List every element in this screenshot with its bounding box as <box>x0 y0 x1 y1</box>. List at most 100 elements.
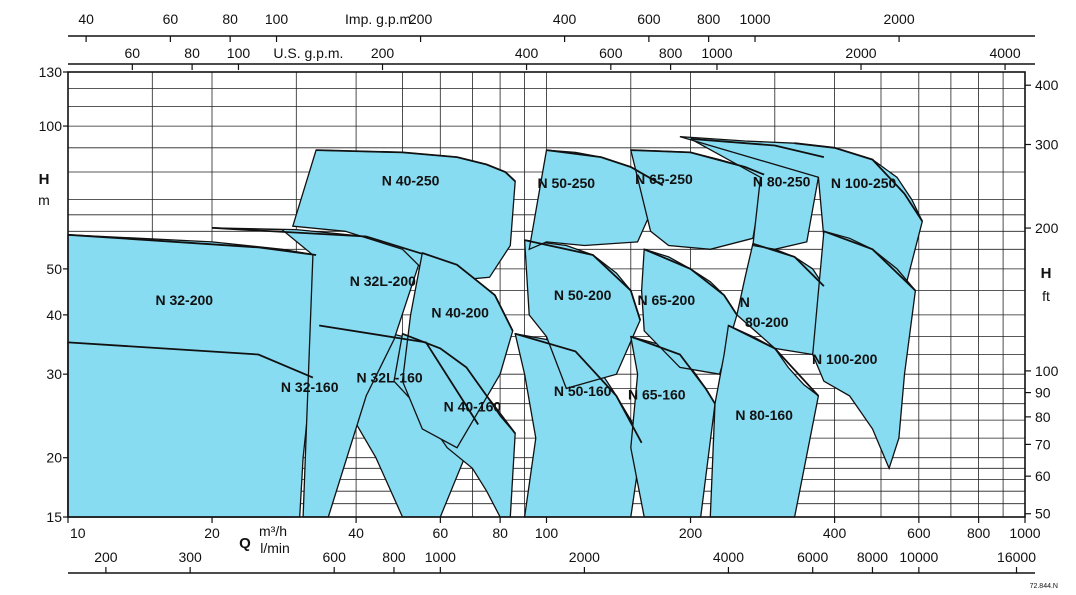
x-tick-label: 60 <box>433 525 449 541</box>
ft-tick-label: 300 <box>1035 137 1059 153</box>
zone-label-n-50-250: N 50-250 <box>538 175 596 191</box>
curve-n-65-200 <box>643 248 738 316</box>
zone-label-n-100-200: N 100-200 <box>812 351 878 367</box>
curve-n-32-160 <box>67 341 314 379</box>
x-axis-unit-primary: m³/h <box>259 523 287 539</box>
y-tick-label: 40 <box>46 307 62 323</box>
curve-n-50-160 <box>514 332 643 444</box>
curve-n-32l-160 <box>319 324 479 425</box>
curve-n-65-160 <box>630 335 716 405</box>
reference-code: 72.844.N <box>1030 583 1058 590</box>
zone-n-32-200 <box>67 234 317 518</box>
lmin-tick-label: 300 <box>178 549 202 565</box>
x-tick-label: 10 <box>70 525 86 541</box>
y-tick-label: 30 <box>46 366 62 382</box>
impgpm-tick-label: 60 <box>163 11 179 27</box>
usgpm-tick-label: 2000 <box>845 45 876 61</box>
zone-label-n-32l-200: N 32L-200 <box>350 273 416 289</box>
impgpm-tick-label: 80 <box>222 11 238 27</box>
curve-n-80-250 <box>690 137 825 158</box>
ft-axis-label: H <box>1041 265 1052 282</box>
zone-label-n-50-160: N 50-160 <box>554 383 612 399</box>
ft-tick-label: 60 <box>1035 468 1051 484</box>
zone-label-n-40-160: N 40-160 <box>444 399 502 415</box>
zone-labels: N 32-160 N 32-200 N 32L-160 N 32L-200 N 40-2… <box>155 171 896 423</box>
x-tick-label: 40 <box>348 525 364 541</box>
lmin-tick-label: 2000 <box>569 549 600 565</box>
y-axis-label: H <box>39 171 50 188</box>
x-tick-label: 1000 <box>1009 525 1040 541</box>
curve-n-65-250 <box>630 149 765 176</box>
impgpm-tick-label: 40 <box>78 11 94 27</box>
zone-label-n-40-250: N 40-250 <box>382 172 440 188</box>
curve-n-50-250 <box>546 149 664 187</box>
axes: 40 60 80 100 200 400 600 800 1000 2000 Imp. g.p.m.… <box>38 11 1059 574</box>
ft-tick-label: 400 <box>1035 77 1059 93</box>
usgpm-tick-label: 800 <box>659 45 683 61</box>
impgpm-tick-label: 1000 <box>739 11 770 27</box>
usgpm-tick-label: 4000 <box>989 45 1020 61</box>
lmin-tick-label: 800 <box>382 549 406 565</box>
usgpm-tick-label: 600 <box>599 45 623 61</box>
lmin-tick-label: 200 <box>94 549 118 565</box>
usgpm-axis-label: U.S. g.p.m. <box>273 45 343 61</box>
x-tick-label: 200 <box>679 525 703 541</box>
ft-tick-label: 100 <box>1035 363 1059 379</box>
zone-label-n-80-250: N 80-250 <box>753 174 811 190</box>
zone-label-n-65-250: N 65-250 <box>635 171 693 187</box>
x-tick-label: 400 <box>823 525 847 541</box>
zone-label-n-32-200: N 32-200 <box>155 292 213 308</box>
ft-tick-label: 70 <box>1035 436 1051 452</box>
usgpm-tick-label: 1000 <box>701 45 732 61</box>
lmin-tick-label: 16000 <box>997 549 1036 565</box>
x-tick-label: 20 <box>204 525 220 541</box>
x-tick-label: 600 <box>907 525 931 541</box>
impgpm-tick-label: 600 <box>637 11 661 27</box>
ft-tick-label: 80 <box>1035 409 1051 425</box>
ft-tick-label: 50 <box>1035 506 1051 522</box>
curve-n-80-160 <box>728 324 820 397</box>
curve-n-80-200 <box>752 242 825 287</box>
zone-label-n-100-250: N 100-250 <box>831 175 897 191</box>
zone-label-n-50-200: N 50-200 <box>554 287 612 303</box>
pump-curves <box>67 137 924 444</box>
usgpm-tick-label: 400 <box>515 45 539 61</box>
y-tick-label: 15 <box>46 509 62 525</box>
usgpm-tick-label: 80 <box>184 45 200 61</box>
usgpm-tick-label: 100 <box>227 45 251 61</box>
usgpm-tick-label: 200 <box>371 45 395 61</box>
lmin-tick-label: 1000 <box>425 549 456 565</box>
x-axis-label: Q <box>239 535 251 552</box>
curve-n-32l-200 <box>211 227 423 255</box>
zone-label-n-32-160: N 32-160 <box>281 379 339 395</box>
lmin-tick-label: 6000 <box>797 549 828 565</box>
impgpm-tick-label: 2000 <box>883 11 914 27</box>
impgpm-tick-label: 100 <box>265 11 289 27</box>
impgpm-tick-label: 400 <box>553 11 577 27</box>
ft-tick-label: 90 <box>1035 385 1051 401</box>
zone-label-n-80-200-line1: N <box>740 294 750 310</box>
lmin-tick-label: 10000 <box>899 549 938 565</box>
curve-n-50-200 <box>524 239 642 321</box>
y-tick-label: 20 <box>46 450 62 466</box>
impgpm-tick-label: 800 <box>697 11 721 27</box>
zone-label-n-65-200: N 65-200 <box>638 292 696 308</box>
ft-axis-unit: ft <box>1042 288 1050 304</box>
x-tick-label: 80 <box>492 525 508 541</box>
curve-n-100-250 <box>794 142 924 222</box>
curve-n-100-200 <box>823 230 917 292</box>
lmin-tick-label: 4000 <box>713 549 744 565</box>
y-tick-label: 100 <box>39 118 63 134</box>
zone-label-n-65-160: N 65-160 <box>628 387 686 403</box>
x-tick-label: 800 <box>967 525 991 541</box>
x-axis-unit-secondary: l/min <box>260 540 290 556</box>
impgpm-axis-label: Imp. g.p.m. <box>345 11 415 27</box>
usgpm-tick-label: 60 <box>125 45 141 61</box>
impgpm-tick-label: 200 <box>409 11 433 27</box>
y-tick-label: 50 <box>46 261 62 277</box>
zone-label-n-40-200: N 40-200 <box>431 304 489 320</box>
lmin-tick-label: 8000 <box>857 549 888 565</box>
curve-n-32-200 <box>67 233 317 256</box>
y-tick-label: 130 <box>39 64 63 80</box>
